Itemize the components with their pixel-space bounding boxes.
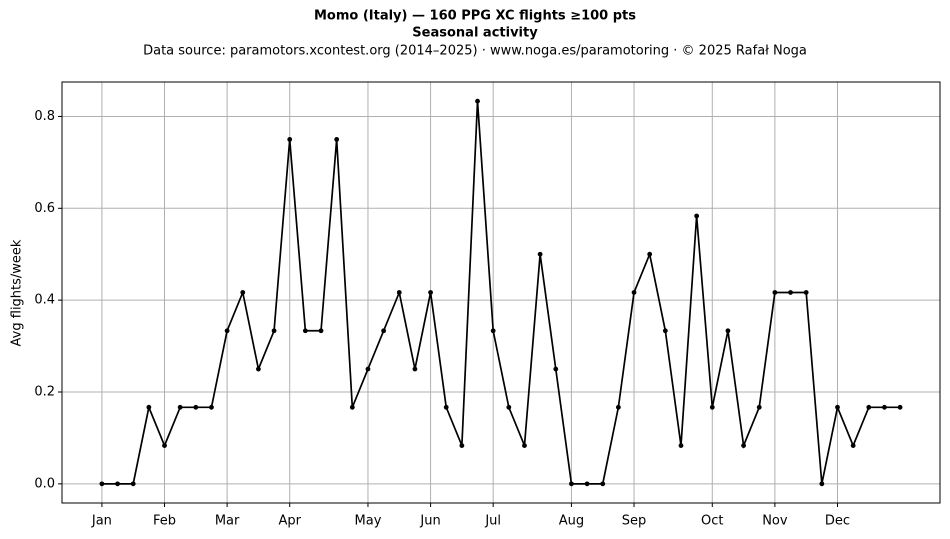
point [506, 404, 512, 410]
y-tick-label: 0.4 [34, 293, 55, 308]
x-tick-label: Jan [91, 514, 112, 529]
point [162, 443, 167, 448]
point [882, 404, 887, 410]
x-tick-label: Jun [419, 514, 440, 529]
y-tick-label: 0.0 [34, 476, 55, 491]
y-tick-label: 0.6 [34, 201, 55, 216]
point [756, 404, 762, 410]
point [396, 290, 402, 295]
point [647, 251, 653, 257]
point [412, 366, 418, 372]
point [631, 290, 637, 295]
point [709, 404, 715, 410]
point [788, 290, 793, 295]
point [866, 404, 872, 410]
point [803, 290, 809, 295]
point [334, 137, 340, 142]
point [475, 98, 480, 104]
point [569, 481, 574, 487]
x-tick-label: Dec [825, 514, 850, 529]
chart-subtitle: Seasonal activity [412, 26, 538, 41]
point [302, 328, 308, 334]
point [349, 404, 355, 410]
point [615, 404, 621, 410]
point [443, 404, 449, 410]
point [146, 404, 152, 410]
x-tick-label: Jul [484, 514, 501, 529]
x-tick-label: Feb [153, 514, 176, 529]
point [522, 443, 527, 448]
point [365, 366, 371, 372]
x-tick-label: Aug [559, 514, 584, 529]
point [130, 481, 136, 487]
plot-frame [61, 81, 941, 504]
point [897, 404, 903, 410]
point [725, 328, 731, 334]
point [459, 443, 465, 448]
point [287, 137, 293, 142]
point [381, 328, 387, 334]
point [490, 328, 496, 334]
point [224, 328, 230, 334]
point [256, 366, 261, 372]
y-tick-label: 0.8 [34, 109, 55, 124]
x-tick-label: Nov [762, 514, 788, 529]
point [240, 290, 246, 295]
point [600, 481, 606, 487]
x-tick-label: Mar [215, 514, 240, 529]
point [819, 481, 825, 487]
line [101, 101, 901, 485]
y-axis-label: Avg flights/week [10, 239, 25, 346]
point [209, 404, 214, 410]
y-tick-label: 0.2 [34, 384, 55, 399]
point [553, 366, 559, 372]
point [678, 443, 684, 448]
point [835, 404, 840, 410]
chart-title: Momo (Italy) — 160 PPG XC flights ≥100 p… [314, 9, 636, 24]
point [772, 290, 778, 295]
point [584, 481, 590, 487]
point [177, 404, 183, 410]
point [850, 443, 856, 448]
chart-source: Data source: paramotors.xcontest.org (20… [143, 44, 807, 59]
point [428, 290, 433, 295]
point [99, 481, 105, 487]
point [271, 328, 277, 334]
point [662, 328, 668, 334]
point [115, 481, 120, 487]
point [537, 251, 543, 257]
x-tick-label: Sep [622, 514, 647, 529]
point [694, 213, 700, 219]
point [741, 443, 746, 448]
x-tick-label: Oct [701, 514, 723, 529]
point [193, 404, 199, 410]
x-tick-label: May [355, 514, 382, 529]
x-tick-label: Apr [278, 514, 301, 529]
point [318, 328, 324, 334]
